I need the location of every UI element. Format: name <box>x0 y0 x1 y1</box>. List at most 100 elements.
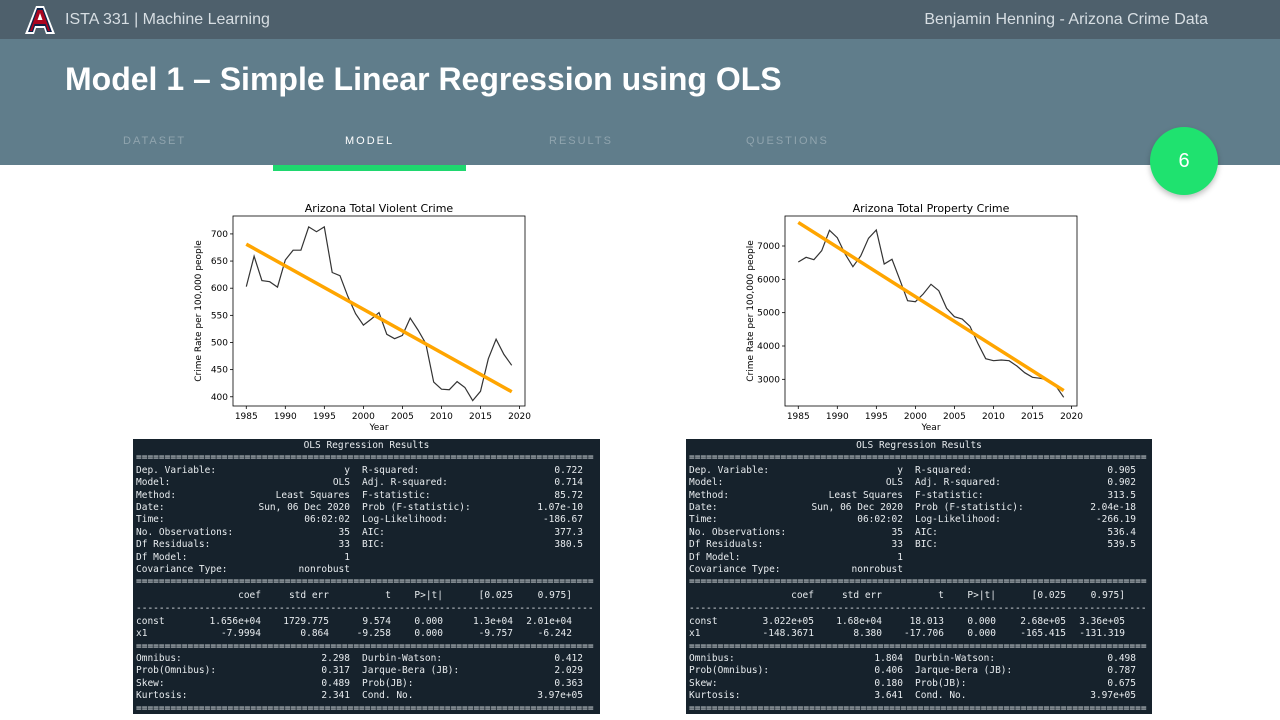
diagnostic-value: 0.489 <box>321 677 350 689</box>
coef-cell: 0.864 <box>300 628 329 640</box>
diagnostic-value: 1.804 <box>874 652 903 664</box>
coef-cell: 2.01e+04 <box>526 615 572 627</box>
summary-row: Df Model: 1 <box>689 552 1149 564</box>
coef-header-cell: 0.975] <box>1090 589 1125 601</box>
y-tick-label: 400 <box>211 393 228 403</box>
summary-stat-value: -266.19 <box>1095 514 1136 526</box>
summary-label: Dep. Variable: <box>689 464 770 476</box>
top-bar: ISTA 331 | Machine Learning Benjamin Hen… <box>0 0 1280 39</box>
diagnostic-stat-value: 0.498 <box>1107 652 1136 664</box>
coef-cell: 0.000 <box>414 615 443 627</box>
summary-row: Model: OLS Adj. R-squared: 0.714 <box>136 477 597 489</box>
diagnostic-label: Kurtosis: <box>689 690 741 702</box>
summary-stat-label: Prob (F-statistic): <box>362 502 471 514</box>
diagnostic-stat-value: 0.412 <box>554 652 583 664</box>
coef-cell: 1.68e+04 <box>836 615 882 627</box>
coef-cell: -9.757 <box>478 628 513 640</box>
diagnostic-stat-value: 0.675 <box>1107 677 1136 689</box>
x-tick-label: 1985 <box>787 412 810 422</box>
x-tick-label: 1995 <box>865 412 888 422</box>
summary-stat-value: 0.714 <box>554 477 583 489</box>
summary-row: Date: Sun, 06 Dec 2020 Prob (F-statistic):… <box>689 502 1149 514</box>
summary-value: Least Squares <box>275 489 350 501</box>
tab-model[interactable]: MODEL <box>345 135 395 147</box>
summary-stat-value: 536.4 <box>1107 526 1136 538</box>
diagnostic-row: Omnibus: 1.804 Durbin-Watson: 0.498 <box>689 653 1149 665</box>
summary-row: Covariance Type: nonrobust <box>136 564 597 576</box>
summary-row: Df Model: 1 <box>136 552 597 564</box>
tab-results[interactable]: RESULTS <box>549 135 613 147</box>
coef-cell: 8.380 <box>853 628 882 640</box>
summary-value: y <box>897 464 903 476</box>
regression-fit-line <box>797 220 1065 393</box>
diagnostic-stat-value: 0.787 <box>1107 665 1136 677</box>
coef-header-cell: 0.975] <box>537 589 572 601</box>
y-tick-label: 600 <box>211 284 228 294</box>
summary-stat-value: 2.04e-18 <box>1090 502 1136 514</box>
summary-stat-label <box>915 552 1055 564</box>
diagnostic-row: Kurtosis: 2.341 Cond. No. 3.97e+05 <box>136 690 597 702</box>
coef-cell: -131.319 <box>1079 628 1125 640</box>
summary-label: Covariance Type: <box>136 564 228 576</box>
summary-label: Time: <box>689 514 718 526</box>
coef-header-cell: std err <box>841 589 882 601</box>
diagnostic-row: Kurtosis: 3.641 Cond. No. 3.97e+05 <box>689 690 1149 702</box>
summary-value: 33 <box>338 539 350 551</box>
diagnostic-label: Skew: <box>689 677 718 689</box>
coef-cell: 1729.775 <box>283 615 329 627</box>
coef-header-cell: coef <box>238 589 261 601</box>
summary-row: Df Residuals: 33 BIC: 380.5 <box>136 539 597 551</box>
y-tick-label: 650 <box>211 257 228 267</box>
summary-label: Model: <box>136 477 171 489</box>
summary-label: No. Observations: <box>689 526 787 538</box>
diagnostic-label: Prob(Omnibus): <box>689 665 770 677</box>
x-tick-label: 1985 <box>235 412 258 422</box>
coef-header-cell: std err <box>288 589 329 601</box>
diagnostic-stat-value: 3.97e+05 <box>1090 690 1136 702</box>
coef-header-cell <box>689 590 744 602</box>
diagnostic-value: 2.341 <box>321 690 350 702</box>
summary-stat-label: F-statistic: <box>915 489 984 501</box>
slide-header: Model 1 – Simple Linear Regression using… <box>0 39 1280 165</box>
active-tab-indicator <box>273 165 466 171</box>
y-tick-label: 4000 <box>757 342 780 352</box>
summary-value: nonrobust <box>298 564 350 576</box>
summary-stat-label: BIC: <box>915 539 938 551</box>
diagnostic-row: Skew: 0.180 Prob(JB): 0.675 <box>689 678 1149 690</box>
coef-cell: 3.022e+05 <box>762 615 814 627</box>
summary-value: Sun, 06 Dec 2020 <box>258 502 350 514</box>
summary-label: Time: <box>136 514 165 526</box>
y-tick-label: 450 <box>211 366 228 376</box>
summary-label: Method: <box>136 489 177 501</box>
tab-questions[interactable]: QUESTIONS <box>746 135 829 147</box>
coef-header-cell: coef <box>791 589 814 601</box>
x-tick-label: 2010 <box>982 412 1005 422</box>
coef-header-cell <box>136 590 191 602</box>
y-tick-label: 700 <box>211 230 228 240</box>
summary-stat-label: F-statistic: <box>362 489 431 501</box>
summary-label: Date: <box>136 502 165 514</box>
summary-label: Model: <box>689 477 724 489</box>
summary-stat-label: Log-Likelihood: <box>915 514 1001 526</box>
ols-caption: OLS Regression Results <box>856 440 982 451</box>
ols-results-violent: OLS Regression Results ==================… <box>133 439 600 714</box>
diagnostic-stat-label: Cond. No. <box>362 690 414 702</box>
diagnostic-row: Prob(Omnibus): 0.406 Jarque-Bera (JB): 0.78… <box>689 665 1149 677</box>
x-tick-label: 2010 <box>430 412 453 422</box>
university-logo-icon <box>22 4 58 36</box>
summary-stat-value: 85.72 <box>554 489 583 501</box>
coef-cell: -9.258 <box>356 628 391 640</box>
single-rule: ----------------------------------------… <box>689 603 1147 615</box>
summary-value: 33 <box>891 539 903 551</box>
coef-cell: -148.3671 <box>762 628 814 640</box>
double-rule: ========================================… <box>136 452 594 464</box>
summary-row: No. Observations: 35 AIC: 377.3 <box>136 527 597 539</box>
chart-title: Arizona Total Property Crime <box>853 202 1010 215</box>
tab-dataset[interactable]: DATASET <box>123 135 187 147</box>
summary-stat-value <box>1055 552 1136 564</box>
coef-row: const 3.022e+05 1.68e+04 18.013 0.000 2.68e+0… <box>689 616 1149 628</box>
regression-fit-line <box>245 242 513 394</box>
summary-stat-label <box>915 564 1055 576</box>
summary-row: Date: Sun, 06 Dec 2020 Prob (F-statistic):… <box>136 502 597 514</box>
summary-label: Method: <box>689 489 730 501</box>
